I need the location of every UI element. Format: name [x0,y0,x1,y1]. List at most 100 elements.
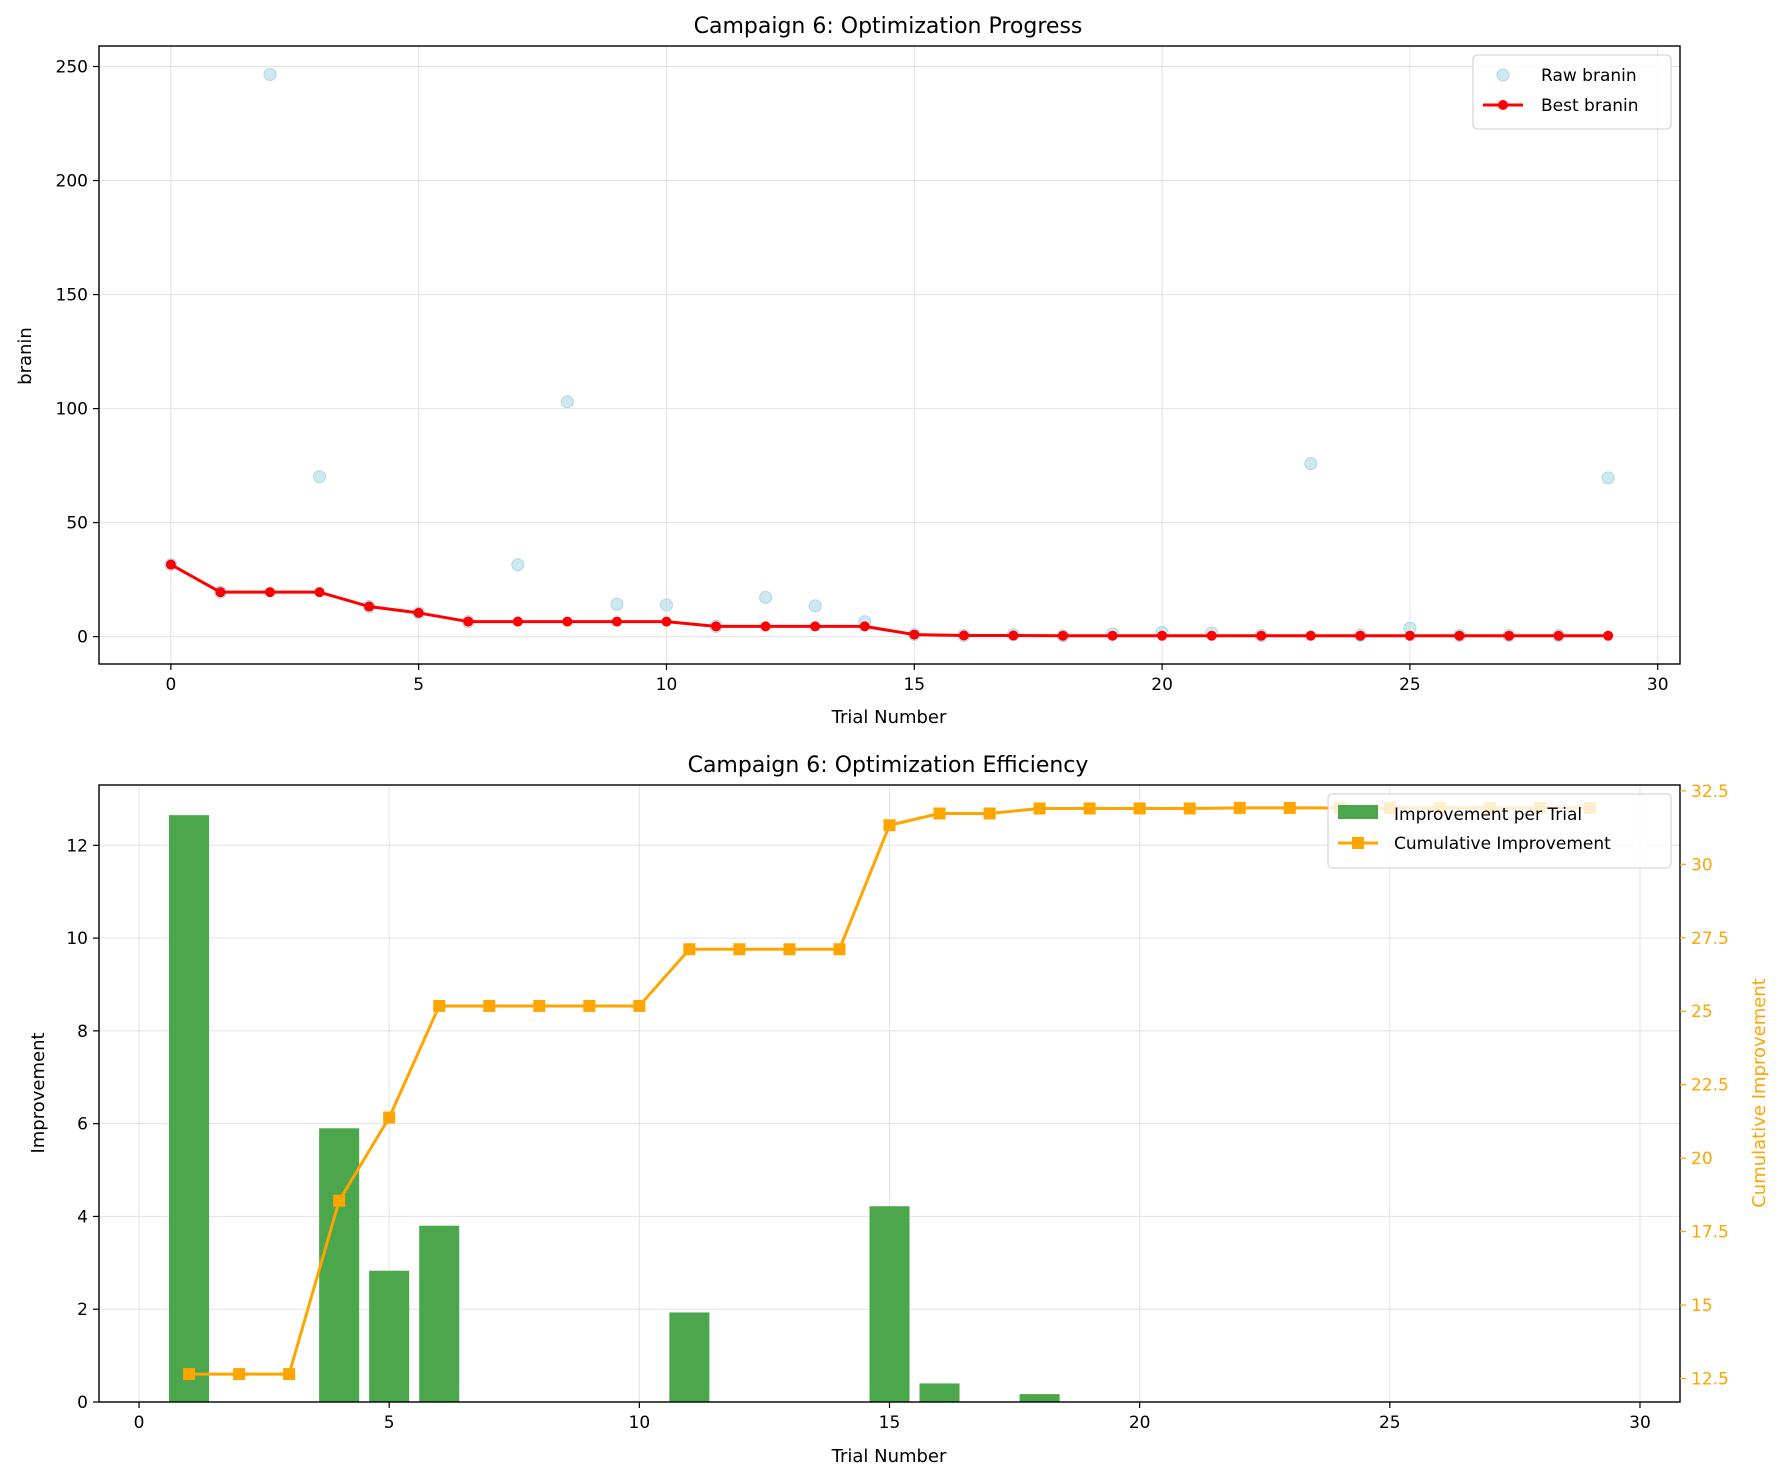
cumulative-improvement-point [183,1368,196,1381]
efficiency-y-tick-label: 12 [66,836,88,856]
best-branin-point [1355,630,1366,641]
improvement-legend-swatch [1338,805,1378,819]
improvement-legend-label: Improvement per Trial [1394,805,1582,825]
cumulative-improvement-point [533,999,546,1012]
efficiency-chart-title: Campaign 6: Optimization Efficiency [688,753,1089,778]
raw-branin-legend-marker [1496,68,1510,82]
best-branin-point [165,559,176,570]
cumulative-improvement-point [1133,802,1146,815]
raw-branin-point [511,558,525,572]
cumulative-improvement-point [433,999,446,1012]
raw-branin-points [164,68,1615,643]
progress-x-axis-label: Trial Number [831,707,947,728]
efficiency-y-axis-label: Improvement [28,1032,49,1153]
cumulative-legend-marker [1352,837,1364,849]
raw-branin-point [759,590,773,604]
improvement-bar [369,1270,410,1402]
progress-plot-frame [98,45,1681,665]
cumulative-improvement-point [383,1111,396,1124]
best-branin-point [215,587,226,598]
best-branin-point [1603,630,1614,641]
efficiency-legend-box [1327,793,1672,869]
progress-x-tick-label: 10 [656,675,678,695]
efficiency-x-tick-label: 20 [1129,1413,1151,1433]
best-branin-line [165,559,1614,641]
best-branin-point [463,616,474,627]
best-branin-point [760,621,771,632]
efficiency-right-y-tick-label: 30 [1691,855,1713,875]
progress-y-tick-label: 50 [66,514,88,534]
best-branin-polyline [170,563,1609,638]
cumulative-improvement-point [283,1368,296,1381]
best-branin-point [1404,630,1415,641]
best-branin-point [314,587,325,598]
best-branin-point [512,616,523,627]
progress-y-tick-label: 250 [56,58,88,78]
efficiency-right-y-tick-label: 12.5 [1691,1369,1729,1389]
efficiency-x-tick-label: 30 [1629,1413,1651,1433]
best-branin-legend-label: Best branin [1541,96,1639,116]
best-branin-point [562,616,573,627]
efficiency-legend: Improvement per Trial Cumulative Improve… [1327,793,1672,869]
best-branin-point [1206,630,1217,641]
improvement-bar [419,1225,460,1402]
cumulative-improvement-point [633,999,646,1012]
cumulative-improvement-point [733,943,746,956]
raw-branin-point [808,599,822,613]
progress-y-tick-label: 200 [56,172,88,192]
best-branin-point [1157,630,1168,641]
cumulative-improvement-point [1283,801,1296,814]
improvement-bar [869,1206,910,1402]
cumulative-improvement-point [883,819,896,832]
progress-grid [99,46,1680,664]
best-branin-point [909,629,920,640]
best-branin-point [711,621,722,632]
raw-branin-point [659,598,673,612]
progress-x-tick-label: 20 [1151,675,1173,695]
cumulative-improvement-point [483,999,496,1012]
best-branin-point [364,601,375,612]
improvement-bar [1019,1394,1060,1402]
improvement-bar [319,1128,360,1402]
efficiency-right-y-tick-label: 15 [1691,1296,1713,1316]
efficiency-x-tick-label: 25 [1379,1413,1401,1433]
cumulative-improvement-point [1183,802,1196,815]
improvement-bar [169,815,210,1402]
best-branin-point [1008,630,1019,641]
improvement-bar [919,1383,960,1402]
raw-branin-legend-label: Raw branin [1541,66,1637,86]
cumulative-improvement-point [683,943,696,956]
progress-y-axis-label: branin [15,327,36,385]
raw-branin-point [313,470,327,484]
progress-x-tick-label: 30 [1647,675,1669,695]
progress-x-tick-label: 25 [1399,675,1421,695]
best-branin-point [1553,630,1564,641]
progress-y-tick-label: 150 [56,286,88,306]
efficiency-x-tick-label: 5 [384,1413,395,1433]
efficiency-x-tick-label: 10 [629,1413,651,1433]
cumulative-improvement-point [983,807,996,820]
progress-y-tick-label: 100 [56,400,88,420]
best-branin-point [1305,630,1316,641]
cumulative-improvement-point [1083,802,1096,815]
progress-chart-title: Campaign 6: Optimization Progress [694,14,1083,39]
cumulative-improvement-point [333,1194,346,1207]
raw-branin-point [560,395,574,409]
progress-legend: Raw branin Best branin [1472,54,1672,130]
cumulative-legend-label: Cumulative Improvement [1394,834,1611,854]
efficiency-y-tick-label: 2 [77,1300,88,1320]
efficiency-right-y-tick-label: 32.5 [1691,782,1729,802]
best-branin-point [1504,630,1515,641]
efficiency-right-y-tick-label: 27.5 [1691,929,1729,949]
cumulative-improvement-point [783,943,796,956]
efficiency-right-y-tick-label: 22.5 [1691,1076,1729,1096]
best-branin-point [611,616,622,627]
best-branin-point [859,621,870,632]
efficiency-x-axis-label: Trial Number [831,1446,947,1467]
cumulative-improvement-point [1233,801,1246,814]
efficiency-y-tick-label: 4 [77,1207,88,1227]
progress-chart: Campaign 6: Optimization Progress 0 5 10 15… [15,14,1681,728]
improvement-bar [669,1312,710,1402]
efficiency-right-y-tick-label: 25 [1691,1002,1713,1022]
